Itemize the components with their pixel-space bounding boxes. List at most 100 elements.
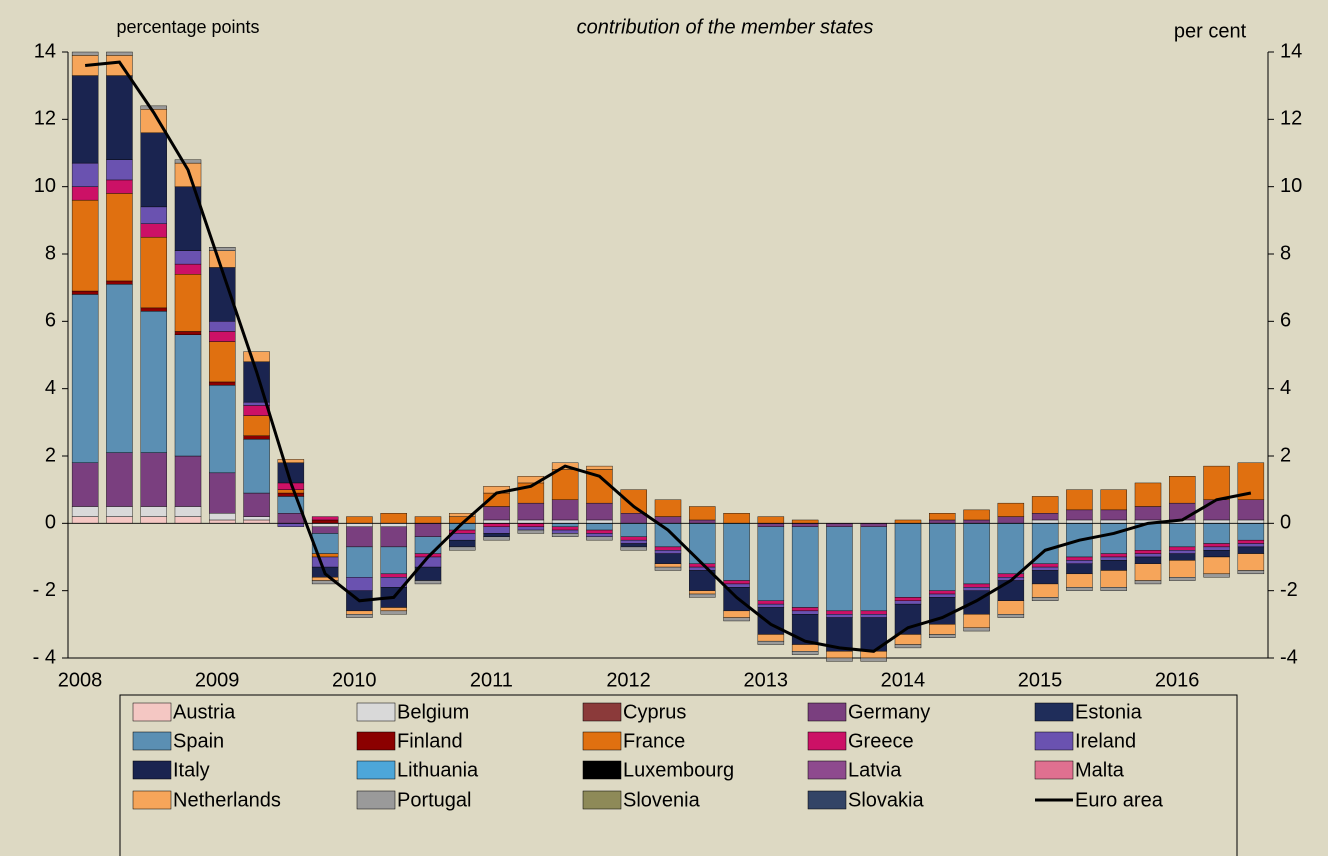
bar-segment (380, 526, 407, 548)
bar-segment (1237, 519, 1265, 524)
bar-segment (209, 519, 236, 524)
bar-segment (380, 573, 407, 578)
bar-segment (174, 334, 202, 457)
bar-segment (963, 614, 990, 628)
bar-segment (243, 519, 270, 524)
bar-segment (1134, 550, 1162, 554)
bar-segment (757, 640, 785, 645)
bar-segment (1203, 523, 1230, 544)
bar-segment (963, 519, 990, 524)
bar-segment (997, 523, 1025, 575)
bar-segment (209, 331, 236, 342)
legend-label: Netherlands (173, 789, 281, 811)
bar-segment (71, 516, 99, 524)
x-tick-label: 2015 (1018, 669, 1063, 691)
bar-segment (106, 516, 133, 524)
bar-segment (380, 523, 407, 527)
bar-segment (311, 553, 339, 558)
bar-segment (1100, 570, 1127, 588)
bar-segment (346, 526, 373, 548)
bar-segment (174, 274, 202, 332)
bar-segment (243, 415, 270, 437)
bar-segment (723, 513, 750, 524)
bar-segment (757, 523, 785, 527)
y2-axis-label: per cent (1174, 20, 1247, 42)
bar-segment (1169, 476, 1196, 504)
bar-segment (1203, 465, 1230, 500)
bar-segment (1203, 499, 1230, 521)
bar-segment (551, 529, 579, 534)
x-tick-label: 2014 (881, 669, 926, 691)
legend-swatch (356, 790, 396, 810)
bar-segment (620, 513, 647, 524)
bar-segment (1031, 566, 1059, 571)
bar-segment (71, 294, 99, 463)
bar-segment (826, 657, 853, 662)
bar-segment (209, 472, 236, 514)
y-tick-label: - 4 (33, 646, 56, 668)
legend-swatch (582, 702, 622, 722)
legend-swatch (1034, 702, 1074, 722)
bar-segment (483, 519, 510, 524)
bar-segment (1203, 550, 1230, 558)
bar-segment (71, 462, 99, 507)
legend-label: Slovenia (623, 789, 701, 811)
bar-segment (1237, 570, 1265, 575)
bar-segment (140, 516, 167, 524)
bar-segment (174, 331, 202, 335)
bar-segment (1134, 482, 1162, 507)
bar-segment (346, 610, 373, 615)
bar-segment (1031, 563, 1059, 568)
bar-segment (243, 435, 270, 440)
bar-segment (1203, 519, 1230, 524)
bar-segment (826, 523, 853, 527)
x-tick-label: 2011 (470, 669, 513, 691)
bar-segment (997, 600, 1025, 615)
bar-segment (1237, 539, 1265, 544)
bar-segment (757, 526, 785, 601)
bar-segment (1066, 587, 1093, 591)
bar-segment (449, 513, 476, 517)
bar-segment (997, 516, 1025, 524)
bar-segment (723, 580, 750, 585)
bar-segment (1066, 509, 1093, 521)
bar-segment (894, 597, 922, 601)
bar-segment (106, 280, 133, 285)
bar-segment (791, 644, 819, 652)
bar-segment (1203, 543, 1230, 548)
y-axis-label: percentage points (116, 17, 259, 37)
bar-segment (586, 536, 613, 541)
bar-segment (346, 516, 373, 524)
y-tick-label: 0 (45, 512, 56, 534)
bar-segment (174, 506, 202, 517)
bar-segment (860, 610, 887, 615)
bar-segment (1134, 563, 1162, 581)
y2-tick-label: 4 (1280, 377, 1291, 399)
bar-segment (277, 459, 305, 463)
bar-segment (1066, 489, 1093, 511)
bar-segment (1100, 489, 1127, 511)
bar-segment (723, 523, 750, 581)
y2-tick-label: 12 (1280, 108, 1302, 130)
bar-segment (1031, 597, 1059, 601)
bar-segment (791, 519, 819, 524)
bar-segment (1134, 580, 1162, 585)
bar-segment (894, 634, 922, 645)
bar-segment (106, 452, 133, 507)
bar-segment (826, 610, 853, 615)
bar-segment (483, 533, 510, 538)
bar-segment (929, 593, 956, 598)
y-tick-label: 6 (45, 310, 56, 332)
bar-segment (1031, 583, 1059, 598)
bar-segment (1169, 546, 1196, 551)
bar-segment (71, 186, 99, 201)
y2-tick-label: 10 (1280, 175, 1302, 197)
bar-segment (209, 321, 236, 332)
bar-segment (483, 506, 510, 521)
bar-segment (620, 543, 647, 548)
bar-segment (517, 519, 545, 524)
y2-tick-label: 8 (1280, 242, 1291, 264)
y-tick-label: 10 (34, 175, 56, 197)
bar-segment (757, 600, 785, 605)
bar-segment (414, 580, 442, 585)
